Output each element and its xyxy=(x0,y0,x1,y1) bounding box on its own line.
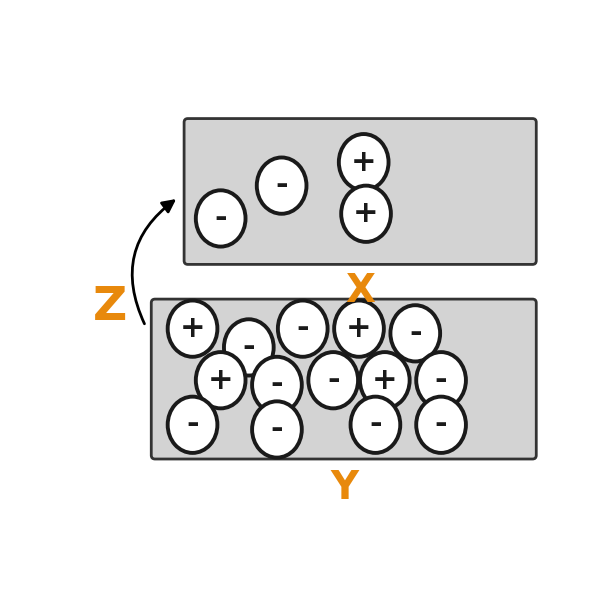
Ellipse shape xyxy=(252,401,302,457)
Text: -: - xyxy=(270,415,283,444)
Text: Z: Z xyxy=(93,285,128,330)
Text: -: - xyxy=(297,314,309,343)
Text: +: + xyxy=(180,314,205,343)
FancyBboxPatch shape xyxy=(151,299,537,459)
Text: +: + xyxy=(372,366,398,395)
Text: Y: Y xyxy=(330,470,358,507)
Text: +: + xyxy=(353,199,379,228)
Ellipse shape xyxy=(334,300,384,357)
Text: +: + xyxy=(346,314,372,343)
Text: +: + xyxy=(208,366,233,395)
Ellipse shape xyxy=(390,305,440,362)
Text: -: - xyxy=(327,366,340,395)
Ellipse shape xyxy=(278,300,328,357)
Text: -: - xyxy=(275,171,288,200)
Ellipse shape xyxy=(360,352,410,409)
Ellipse shape xyxy=(339,134,389,190)
Ellipse shape xyxy=(416,352,466,409)
Text: -: - xyxy=(435,410,448,439)
Text: -: - xyxy=(369,410,382,439)
Ellipse shape xyxy=(224,319,273,376)
FancyBboxPatch shape xyxy=(184,119,537,264)
Ellipse shape xyxy=(257,158,306,214)
Ellipse shape xyxy=(196,191,245,247)
Text: -: - xyxy=(435,366,448,395)
Ellipse shape xyxy=(416,396,466,453)
Text: X: X xyxy=(345,272,375,311)
Ellipse shape xyxy=(341,186,391,242)
Ellipse shape xyxy=(167,300,217,357)
Ellipse shape xyxy=(351,396,400,453)
Text: -: - xyxy=(409,319,421,348)
Text: -: - xyxy=(270,370,283,400)
Ellipse shape xyxy=(167,396,217,453)
Ellipse shape xyxy=(252,357,302,413)
Ellipse shape xyxy=(308,352,358,409)
Text: -: - xyxy=(242,333,255,362)
Text: -: - xyxy=(186,410,199,439)
Ellipse shape xyxy=(196,352,245,409)
Text: +: + xyxy=(351,147,376,177)
Text: -: - xyxy=(214,204,227,233)
